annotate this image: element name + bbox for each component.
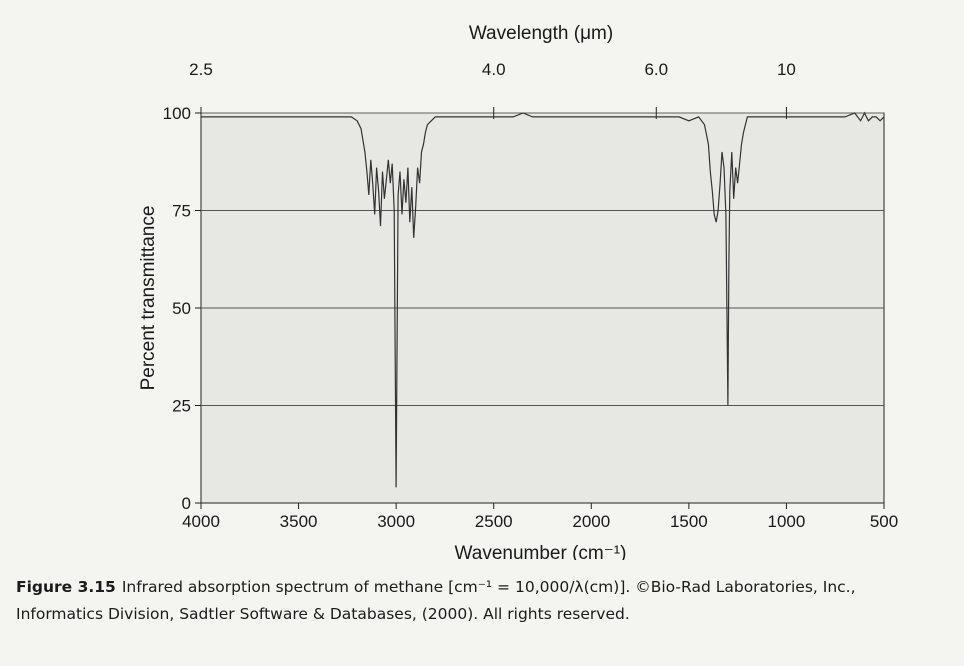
caption-text-1: Infrared absorption spectrum of methane … bbox=[121, 578, 856, 596]
y-tick-label-50: 50 bbox=[172, 299, 191, 318]
figure-label: Figure 3.15 bbox=[16, 578, 116, 596]
top-tick-label-10: 10 bbox=[777, 60, 796, 79]
top-axis-label: Wavelength (μm) bbox=[469, 23, 613, 44]
x-tick-label-4000: 4000 bbox=[182, 512, 220, 531]
x-tick-label-3000: 3000 bbox=[377, 512, 415, 531]
y-axis-label: Percent transmittance bbox=[138, 206, 159, 391]
top-tick-label-6.0: 6.0 bbox=[644, 60, 668, 79]
y-tick-label-0: 0 bbox=[182, 494, 191, 513]
caption-line-1: Figure 3.15 Infrared absorption spectrum … bbox=[16, 574, 956, 601]
x-tick-label-500: 500 bbox=[870, 512, 898, 531]
y-tick-label-100: 100 bbox=[163, 104, 191, 123]
x-tick-label-2500: 2500 bbox=[475, 512, 513, 531]
x-axis-label: Wavenumber (cm⁻¹) bbox=[455, 543, 627, 560]
x-axis-ticks: 4000 3500 3000 2500 2000 1500 1000 500 bbox=[182, 503, 898, 531]
x-tick-label-1000: 1000 bbox=[768, 512, 806, 531]
x-tick-label-2000: 2000 bbox=[572, 512, 610, 531]
figure-caption: Figure 3.15 Infrared absorption spectrum … bbox=[16, 574, 956, 628]
grid-lines bbox=[201, 112, 884, 406]
ir-spectrum-chart: 4000 3500 3000 2500 2000 1500 1000 500 0 25 50 75 1… bbox=[138, 23, 898, 560]
x-tick-label-3500: 3500 bbox=[280, 512, 318, 531]
y-axis-ticks: 0 25 50 75 100 bbox=[163, 104, 201, 513]
top-tick-label-2.5: 2.5 bbox=[189, 60, 213, 79]
y-tick-label-75: 75 bbox=[172, 202, 191, 221]
top-tick-label-4.0: 4.0 bbox=[482, 60, 506, 79]
caption-line-2: Informatics Division, Sadtler Software &… bbox=[16, 605, 630, 623]
x-tick-label-1500: 1500 bbox=[670, 512, 708, 531]
top-axis-ticks: 2.5 4.0 6.0 10 bbox=[189, 60, 796, 119]
y-tick-label-25: 25 bbox=[172, 397, 191, 416]
spectrum-line bbox=[201, 111, 885, 488]
